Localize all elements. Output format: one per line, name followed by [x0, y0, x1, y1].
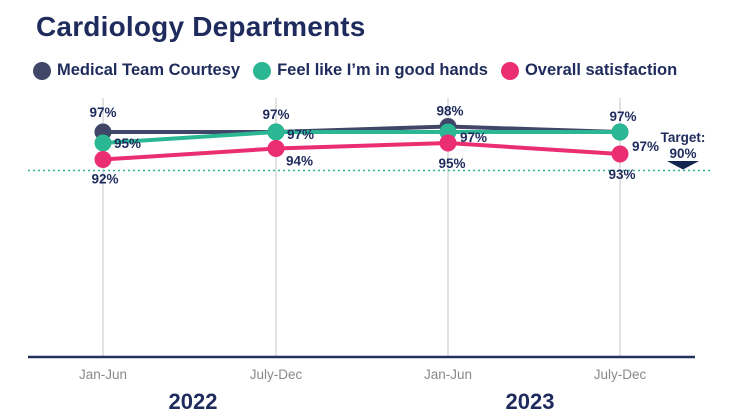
data-label: 94% [286, 154, 313, 169]
target-arrow-down-icon [667, 161, 699, 170]
data-label: 95% [438, 156, 465, 171]
data-point [439, 134, 457, 152]
legend-label: Feel like I’m in good hands [277, 61, 488, 79]
x-tick-label: Jan-Jun [79, 367, 127, 382]
data-point [267, 140, 285, 157]
data-point [611, 145, 629, 163]
legend-dot-pink [500, 61, 519, 80]
data-label: 92% [91, 172, 118, 187]
data-label: 97% [287, 127, 314, 142]
data-label: 95% [114, 136, 141, 151]
legend-label: Overall satisfaction [524, 61, 678, 79]
page-title: Cardiology Departments [36, 11, 366, 42]
series-line-1 [101, 130, 622, 145]
legend-dot-navy [33, 61, 51, 80]
series-line-0 [101, 124, 622, 134]
data-point [267, 123, 285, 141]
target-label: Target: [661, 130, 706, 145]
year-label: 2022 [169, 389, 218, 414]
data-label: 98% [436, 104, 463, 119]
series-line-2 [101, 141, 622, 162]
data-label: 97% [262, 107, 289, 122]
data-label: 97% [460, 130, 487, 145]
year-label: 2023 [506, 389, 555, 414]
data-point [611, 123, 629, 141]
legend-item-medical-team-courtesy: Medical Team Courtesy [33, 61, 240, 80]
data-label: 93% [608, 167, 635, 182]
x-tick-label: July-Dec [594, 367, 647, 382]
data-label: 97% [609, 109, 636, 124]
x-tick-label: Jan-Jun [424, 367, 472, 382]
data-point [94, 151, 112, 168]
legend-item-overall-satisfaction: Overall satisfaction [500, 61, 678, 80]
data-point [94, 134, 112, 152]
x-tick-label: July-Dec [250, 367, 303, 382]
target-value: 90% [669, 146, 696, 161]
legend-item-good-hands: Feel like I’m in good hands [253, 61, 488, 80]
data-label: 97% [89, 105, 116, 120]
data-label: 97% [632, 139, 659, 154]
legend: Medical Team Courtesy Feel like I’m in g… [33, 61, 677, 80]
legend-dot-teal [253, 61, 272, 80]
legend-label: Medical Team Courtesy [57, 61, 241, 79]
